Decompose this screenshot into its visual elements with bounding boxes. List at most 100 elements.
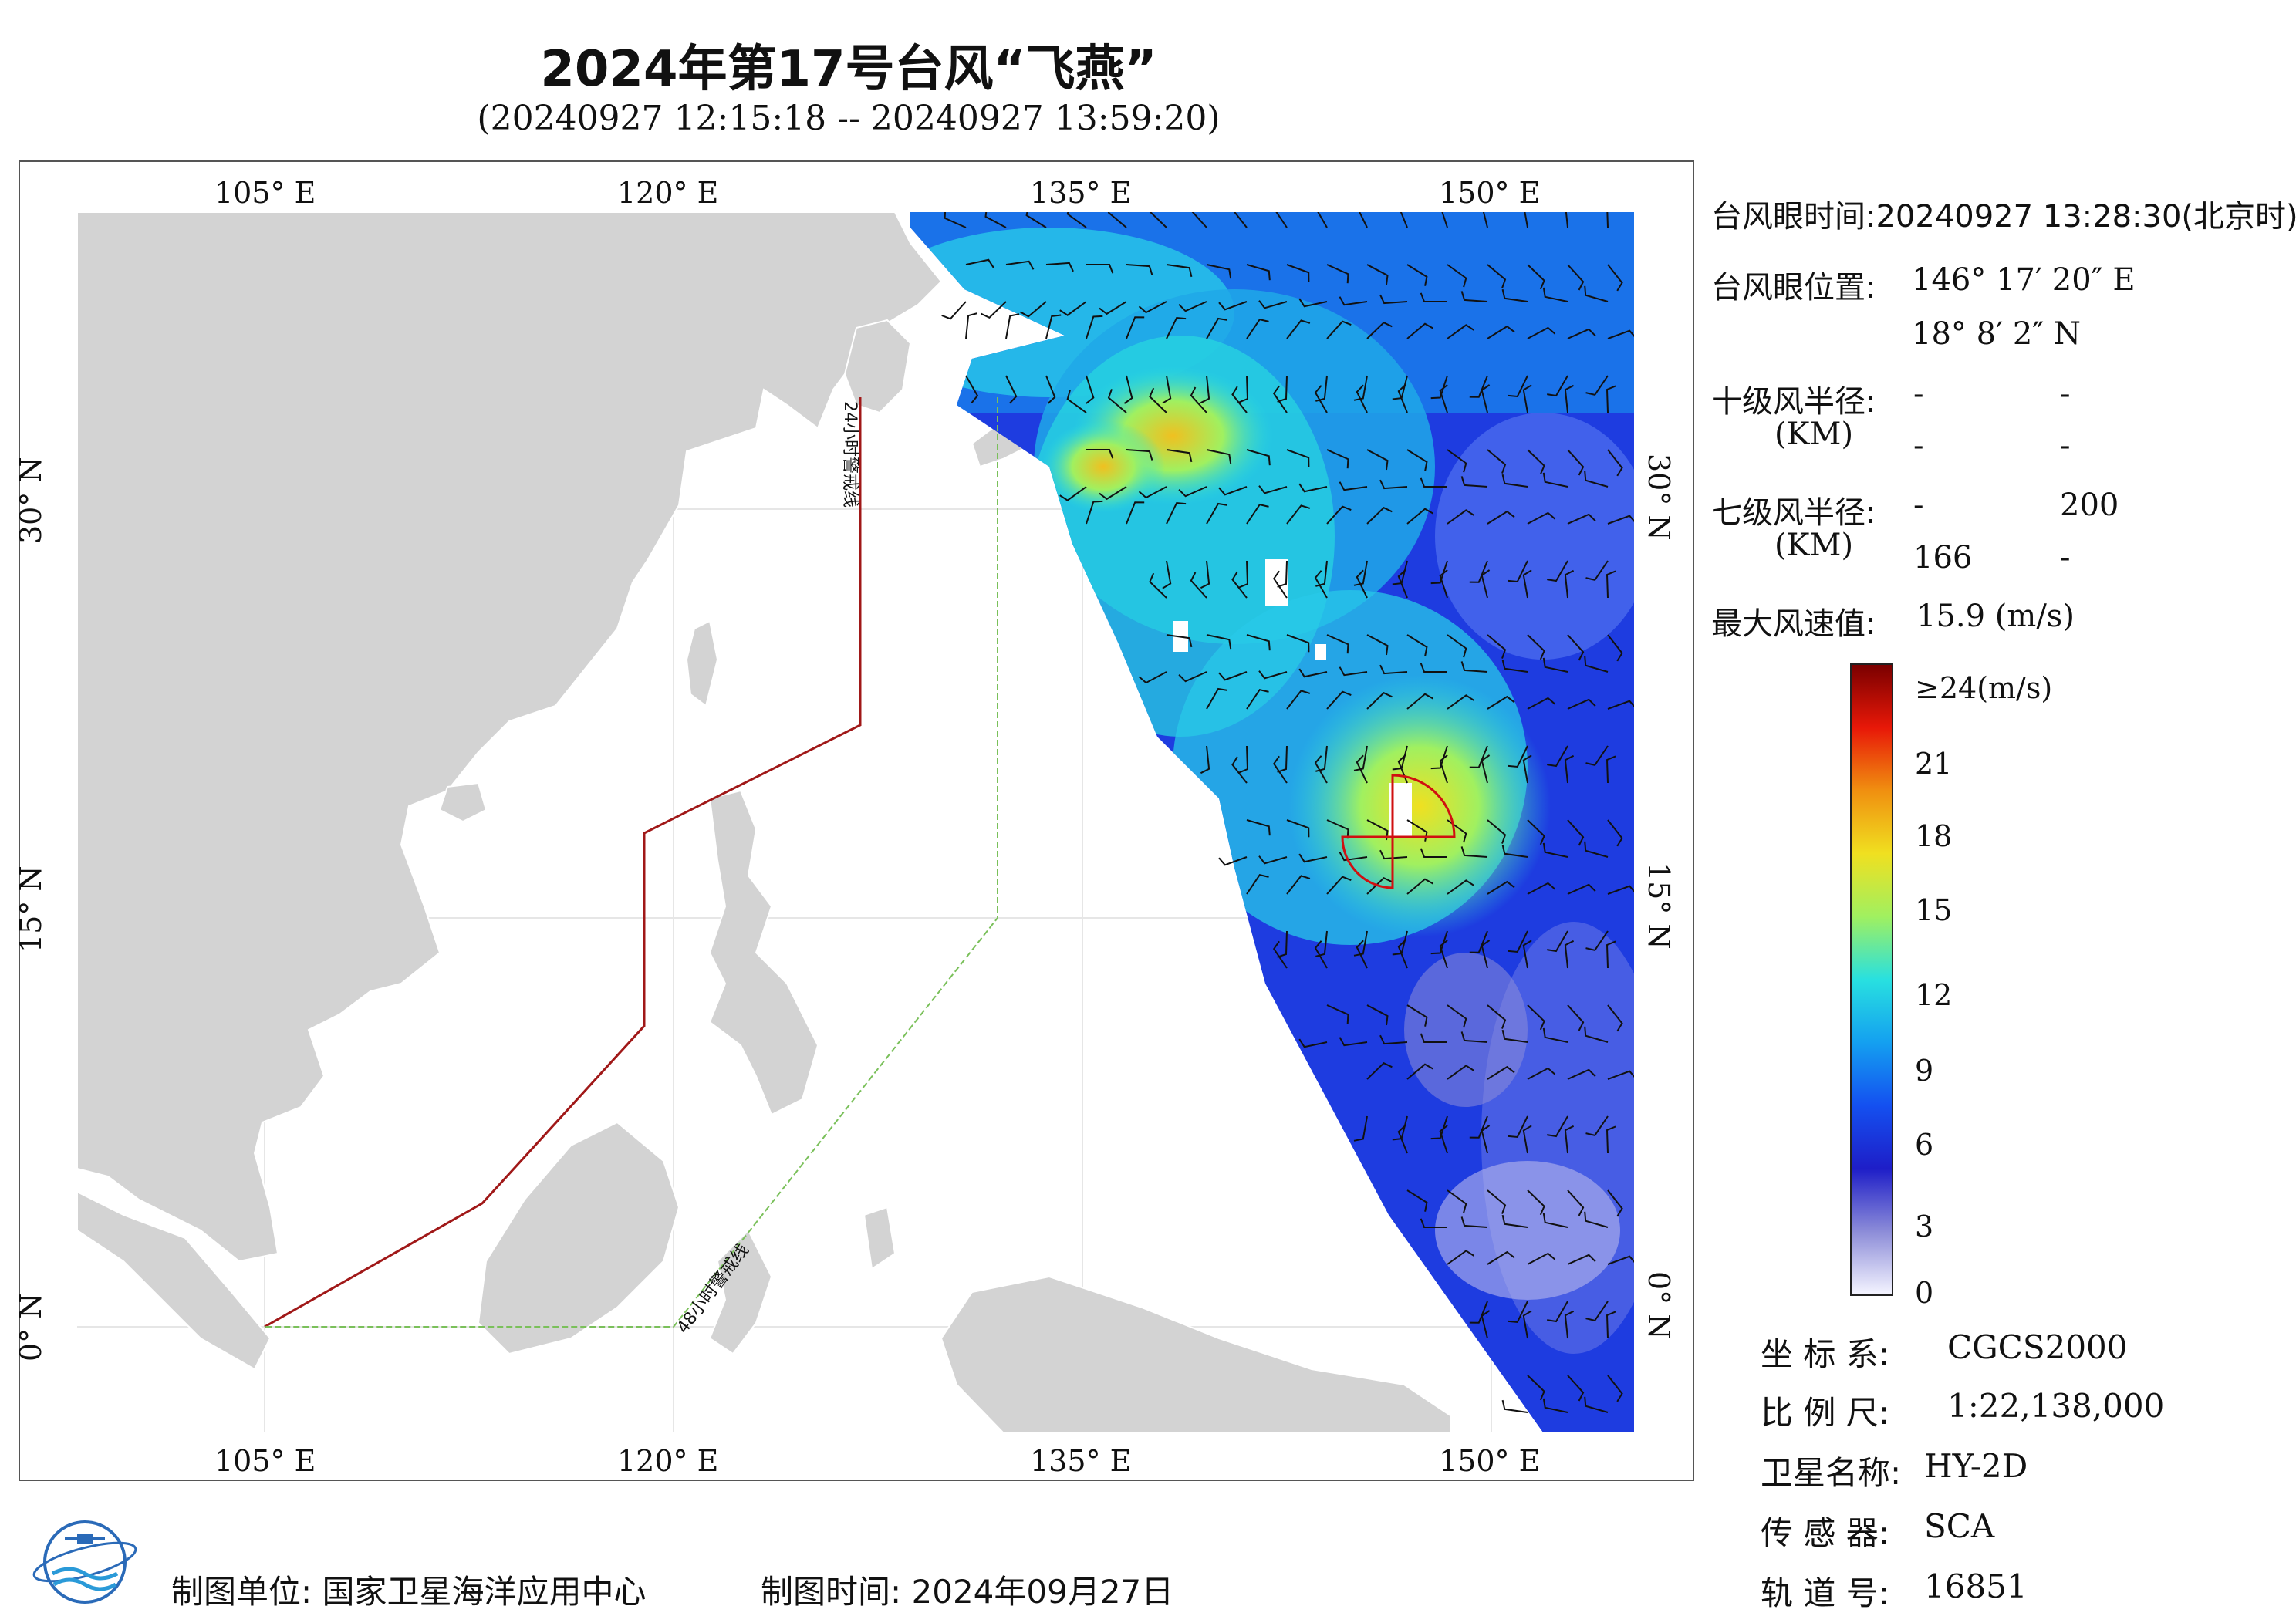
wind-barb [1606,385,1616,413]
wind-barb [1286,819,1310,838]
wind-barb [1547,745,1568,768]
wind-barb [1206,634,1232,650]
wind-barb [1524,212,1528,228]
colorbar-label-6: 6 [1915,1128,1934,1162]
colorbar-label-15: 15 [1915,893,1953,927]
eye-time: 台风眼时间:20240927 13:28:30(北京时) [1711,199,2296,235]
axis-left-0: 0° N [14,1293,48,1361]
wind-barb [1607,634,1623,662]
wind-barb [1231,756,1248,784]
wind-barb [1508,930,1528,953]
r7-sw: 166 [1913,540,1973,575]
wind-barb [1339,481,1368,491]
wind-barb [1406,1063,1433,1080]
axis-right-0: 0° N [1642,1271,1676,1340]
r7-label: 七级风半径: [1711,495,1876,531]
wind-barb [1005,260,1035,270]
colorbar-label-21: 21 [1915,747,1953,781]
wind-barb [1339,852,1368,862]
wind-barb [1460,1031,1488,1043]
land-new-guinea [940,1275,1451,1432]
orbit-value: 16851 [1924,1567,2028,1605]
wind-barb [1487,1065,1515,1080]
wind-barb [1025,212,1047,228]
wind-barb [1246,264,1271,281]
wind-barb [1460,846,1488,858]
wind-barb [1584,471,1609,488]
wind-barb [1607,1189,1623,1217]
wind-barb [1584,1396,1609,1413]
wind-barb [1482,212,1488,228]
wind-barb [1366,264,1389,285]
wind-barb [1447,324,1474,339]
wind-barb [1366,634,1389,656]
wind-barb [1487,1004,1507,1029]
wind-barb [1107,212,1127,228]
wind-barb [1501,1214,1528,1228]
map-frame [19,160,1694,1481]
wind-barb [1527,1004,1545,1031]
wind-barb [1406,1189,1428,1212]
wind-barb [1564,1125,1575,1154]
wind-barb [1547,560,1568,582]
wind-barb [1567,1004,1585,1031]
wind-barb [1606,1311,1616,1339]
wind-barb [1420,1218,1447,1228]
wind-barb [1487,819,1507,844]
land-halmahera [863,1206,896,1270]
wind-barb [1286,449,1310,467]
r10-nw: - [2060,428,2071,464]
wind-barb [1366,507,1393,525]
wind-barb [1607,819,1623,847]
wind-barb [1607,885,1634,895]
wind-barb [1206,317,1227,339]
wind-barb [1326,634,1349,654]
wind-barb [1584,285,1609,302]
wind-barb [1366,1004,1389,1026]
wind-barb [1508,1301,1528,1324]
wind-barb [1542,842,1568,858]
wind-barb [1045,375,1056,404]
wind-barb [1277,560,1288,588]
cartography-org: 制图单位: 国家卫星海洋应用中心 [171,1573,647,1611]
colorbar-label-9: 9 [1915,1054,1934,1088]
wind-barb [1460,661,1488,673]
wind-barb [1246,819,1271,836]
wind-barb [1066,212,1087,228]
nsoas-logo [32,1520,137,1604]
wind-barb [1326,449,1349,469]
r7-unit: (KM) [1774,528,1854,563]
wind-barb [965,258,994,268]
wind-barb [1339,1037,1368,1047]
wind-barb [1397,1125,1408,1154]
wind-barb [1406,878,1433,895]
wind-barb [1298,853,1328,863]
wind-barb [1238,745,1249,774]
warning-24h-label: 24小时警戒线 [840,401,859,508]
wind-barb [1166,264,1193,278]
wind-barb [1272,940,1288,969]
wind-barb [1178,301,1207,312]
wind-barb [1567,634,1585,661]
wind-barb [1527,819,1545,845]
wind-barb [1406,322,1433,339]
wind-barb [1353,1115,1368,1142]
land-borneo [477,1121,680,1355]
wind-barb [1527,882,1556,895]
wind-barb [1508,745,1528,768]
r10-ne: - [1913,376,1924,412]
wind-barb [1246,873,1269,895]
wind-barb [1447,1004,1467,1028]
wind-barb [1439,940,1448,969]
wind-barb [1298,298,1328,308]
wind-barb [1099,301,1127,315]
wind-barb [1086,264,1114,274]
wind-barb [1045,262,1074,272]
wind-barb [1607,1070,1634,1080]
wind-barb [1314,570,1328,599]
wind-barb [1522,754,1532,784]
wind-barb [1200,560,1210,589]
wind-barb [1366,692,1393,710]
wind-barb [1126,316,1145,339]
wind-barb [1356,754,1368,784]
